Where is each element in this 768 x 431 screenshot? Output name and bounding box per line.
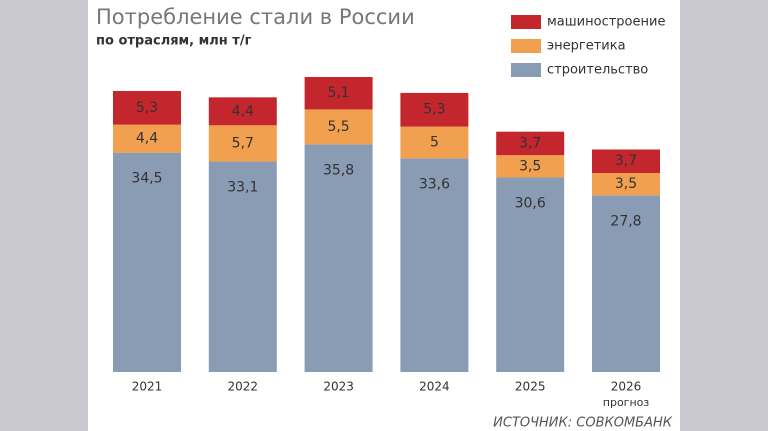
x-tick-label: 2026 (611, 380, 642, 394)
bar-segment (208, 97, 277, 126)
value-label: 27,8 (610, 213, 641, 229)
value-label: 4,4 (136, 131, 158, 147)
x-tick-label: 2022 (228, 380, 259, 394)
chart-title: Потребление стали в России (96, 5, 415, 29)
value-label: 5,5 (327, 119, 349, 135)
bar-segment (113, 124, 181, 153)
x-tick-label: 2023 (323, 380, 354, 394)
x-tick-label: 2021 (132, 380, 163, 394)
bar-segment (208, 161, 277, 372)
value-label: 35,8 (323, 162, 354, 178)
value-label: 30,6 (515, 195, 546, 211)
bar-segment (400, 92, 469, 127)
bar-segment (496, 131, 565, 156)
value-label: 4,4 (232, 103, 254, 119)
bar-segment (113, 90, 181, 125)
value-label: 5,3 (136, 100, 158, 116)
bar-segment (592, 149, 660, 174)
bar-segment (496, 155, 565, 178)
value-label: 3,7 (519, 135, 541, 151)
value-label: 3,7 (615, 153, 637, 169)
legend-swatch (511, 15, 541, 29)
bar-segment (592, 195, 660, 372)
x-tick-label: 2025 (515, 380, 546, 394)
forecast-note: прогноз (603, 396, 650, 409)
value-label: 5,3 (423, 102, 445, 118)
bar-segment (208, 125, 277, 162)
value-label: 3,5 (615, 176, 637, 192)
value-label: 5 (430, 134, 439, 150)
bar-segment (304, 77, 373, 110)
source: ИСТОЧНИК: СОВКОМБАНК (493, 416, 673, 431)
legend-label: энергетика (547, 39, 626, 54)
bar-segment (496, 177, 565, 372)
value-label: 3,5 (519, 158, 541, 174)
panel (88, 0, 680, 431)
bar-segment (400, 158, 469, 372)
bar-segment (113, 152, 181, 372)
legend-swatch (511, 63, 541, 77)
value-label: 33,1 (227, 180, 258, 196)
bar-segment (304, 109, 373, 145)
legend-label: строительство (547, 63, 648, 78)
chart-subtitle: по отраслям, млн т/г (96, 34, 252, 49)
bar-segment (592, 173, 660, 196)
value-label: 5,1 (327, 85, 349, 101)
x-tick-label: 2024 (419, 380, 450, 394)
bar-segment (304, 144, 373, 372)
value-label: 5,7 (232, 135, 254, 151)
value-label: 33,6 (419, 176, 450, 192)
value-label: 34,5 (131, 171, 162, 187)
legend-label: машиностроение (547, 15, 665, 30)
bar-segment (400, 126, 469, 159)
legend-swatch (511, 39, 541, 53)
